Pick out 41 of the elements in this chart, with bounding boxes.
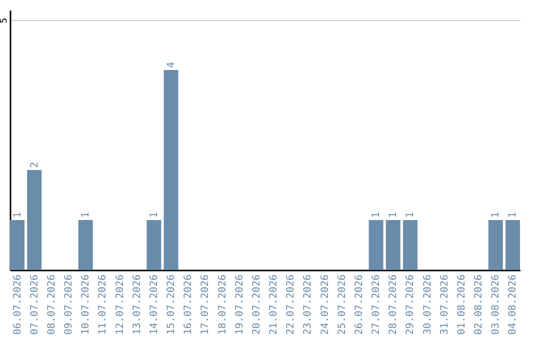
data-label: 1 xyxy=(148,212,160,218)
x-tick-label: 24.07.2026 xyxy=(320,274,331,335)
data-label: 1 xyxy=(12,212,24,218)
x-tick-label: 29.07.2026 xyxy=(405,274,416,335)
x-tick-label: 22.07.2026 xyxy=(286,274,297,335)
y-tick-label: 5 xyxy=(0,18,10,24)
x-tick-label: 12.07.2026 xyxy=(114,274,126,335)
x-tick-label: 06.07.2026 xyxy=(12,274,24,335)
x-tick-label: 25.07.2026 xyxy=(336,274,348,335)
x-tick-label: 20.07.2026 xyxy=(251,274,262,335)
data-label: 1 xyxy=(388,212,400,218)
x-tick-label: 10.07.2026 xyxy=(80,274,92,335)
data-label: 1 xyxy=(371,212,382,218)
x-tick-label: 21.07.2026 xyxy=(268,274,280,335)
x-tick-label: 02.08.2026 xyxy=(474,274,485,335)
x-tick-label: 13.07.2026 xyxy=(132,274,143,335)
x-tick-label: 26.07.2026 xyxy=(354,274,365,335)
x-tick-label: 16.07.2026 xyxy=(183,274,194,335)
data-label: 4 xyxy=(166,62,178,68)
x-tick-label: 17.07.2026 xyxy=(200,274,212,335)
x-tick-label: 04.08.2026 xyxy=(508,274,519,335)
x-tick-label: 03.08.2026 xyxy=(490,274,502,335)
x-tick-label: 15.07.2026 xyxy=(166,274,178,335)
x-tick-label: 01.08.2026 xyxy=(456,274,468,335)
data-label: 1 xyxy=(508,212,519,218)
x-tick-label: 30.07.2026 xyxy=(422,274,434,335)
x-tick-label: 14.07.2026 xyxy=(148,274,160,335)
x-tick-label: 19.07.2026 xyxy=(234,274,246,335)
data-label: 2 xyxy=(29,162,40,168)
data-label: 1 xyxy=(80,212,92,218)
x-tick-label: 27.07.2026 xyxy=(371,274,382,335)
data-label: 1 xyxy=(405,212,416,218)
x-tick-label: 31.07.2026 xyxy=(439,274,450,335)
data-label: 1 xyxy=(490,212,502,218)
x-tick-label: 23.07.2026 xyxy=(302,274,314,335)
x-tick-label: 11.07.2026 xyxy=(98,274,109,335)
x-tick-label: 18.07.2026 xyxy=(217,274,228,335)
x-tick-label: 07.07.2026 xyxy=(29,274,40,335)
x-tick-label: 09.07.2026 xyxy=(64,274,75,335)
x-tick-label: 08.07.2026 xyxy=(46,274,58,335)
x-tick-label: 28.07.2026 xyxy=(388,274,400,335)
